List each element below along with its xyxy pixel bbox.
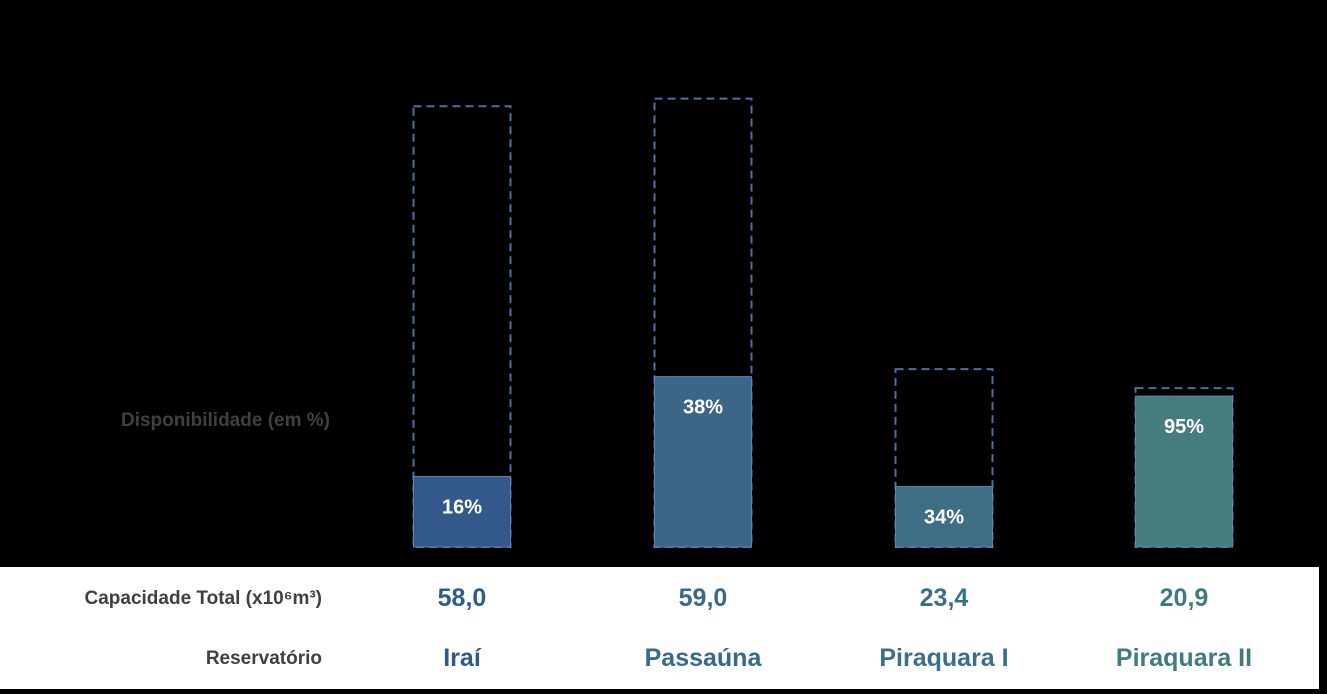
reservoir-name-passauna: Passaúna [644, 644, 762, 672]
reservoir-name-piraquara-ii: Piraquara II [1115, 644, 1253, 672]
reservoir-row-label: Reservatório [205, 648, 322, 669]
capacity-outline-piraquara-i [894, 368, 994, 548]
reservoir-name-irai: Iraí [443, 644, 481, 672]
capacity-value-piraquara-i: 23,4 [919, 584, 969, 612]
availability-label-piraquara-ii: 95% [1164, 416, 1204, 438]
data-table-panel: Capacidade Total (x10⁶m³) Reservatório 5… [0, 567, 1319, 689]
availability-label-passauna: 38% [683, 397, 723, 419]
reservoir-name-piraquara-i: Piraquara I [879, 644, 1009, 672]
capacity-value-irai: 58,0 [437, 584, 487, 612]
availability-bar-passauna [654, 376, 752, 548]
capacity-value-piraquara-ii: 20,9 [1159, 584, 1209, 612]
capacity-row-label: Capacidade Total (x10⁶m³) [84, 588, 322, 609]
availability-axis-label: Disponibilidade (em %) [120, 410, 330, 431]
availability-bar-piraquara-i [895, 486, 993, 548]
availability-bar-piraquara-ii [1135, 395, 1233, 548]
availability-bar-irai [413, 475, 511, 548]
availability-label-irai: 16% [442, 496, 482, 518]
availability-label-piraquara-i: 34% [924, 507, 964, 529]
capacity-value-passauna: 59,0 [678, 584, 728, 612]
